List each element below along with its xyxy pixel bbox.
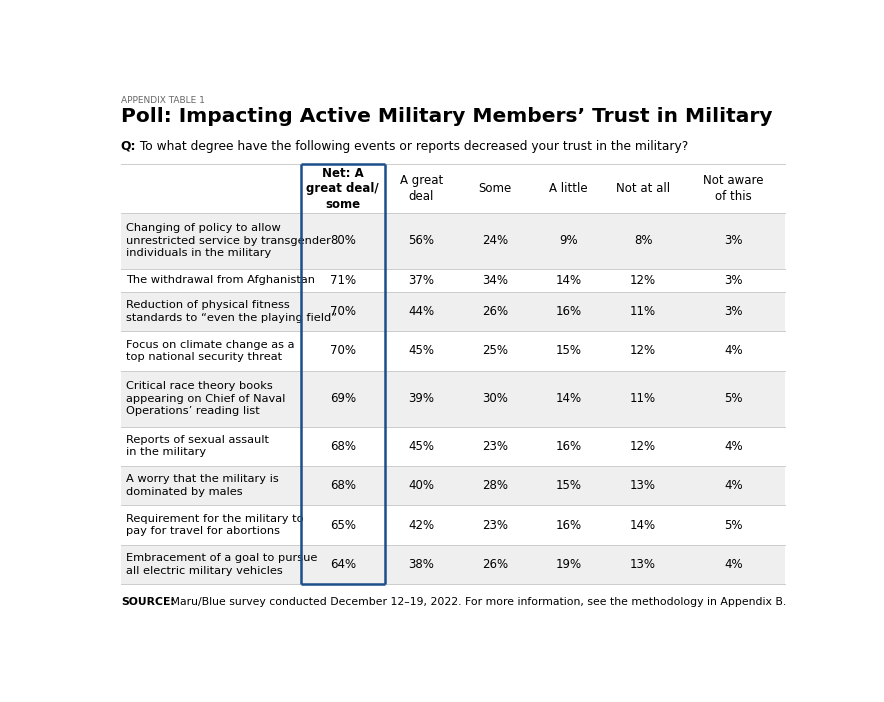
Text: 5%: 5%: [724, 519, 743, 531]
Text: 12%: 12%: [630, 345, 656, 357]
Text: Requirement for the military to
pay for travel for abortions: Requirement for the military to pay for …: [126, 514, 304, 536]
Text: 25%: 25%: [482, 345, 508, 357]
Text: 71%: 71%: [330, 274, 356, 287]
Text: Maru/Blue survey conducted December 12–19, 2022. For more information, see the m: Maru/Blue survey conducted December 12–1…: [167, 597, 787, 607]
Text: Q:: Q:: [121, 140, 136, 153]
Text: 70%: 70%: [330, 345, 355, 357]
Text: A great
deal: A great deal: [400, 174, 443, 203]
Bar: [121, 269, 785, 292]
Text: 64%: 64%: [330, 558, 356, 571]
Text: APPENDIX TABLE 1: APPENDIX TABLE 1: [121, 96, 205, 105]
Text: 23%: 23%: [482, 519, 508, 531]
Text: 5%: 5%: [724, 392, 743, 405]
Text: 16%: 16%: [555, 439, 582, 453]
Text: 40%: 40%: [408, 479, 435, 492]
Text: 45%: 45%: [408, 345, 435, 357]
Text: 3%: 3%: [724, 305, 743, 318]
Bar: [121, 331, 785, 371]
Text: 37%: 37%: [408, 274, 435, 287]
Text: 38%: 38%: [408, 558, 434, 571]
Bar: [121, 371, 785, 427]
Text: 14%: 14%: [555, 392, 582, 405]
Text: Reports of sexual assault
in the military: Reports of sexual assault in the militar…: [126, 435, 270, 458]
Bar: [121, 545, 785, 584]
Text: 70%: 70%: [330, 305, 355, 318]
Bar: [121, 164, 785, 213]
Text: 4%: 4%: [724, 439, 743, 453]
Text: 39%: 39%: [408, 392, 435, 405]
Text: Reduction of physical fitness
standards to “even the playing field”: Reduction of physical fitness standards …: [126, 300, 338, 323]
Text: 68%: 68%: [330, 439, 355, 453]
Text: 34%: 34%: [482, 274, 508, 287]
Text: Changing of policy to allow
unrestricted service by transgender
individuals in t: Changing of policy to allow unrestricted…: [126, 223, 332, 258]
Text: The withdrawal from Afghanistan: The withdrawal from Afghanistan: [126, 275, 316, 285]
Bar: [121, 466, 785, 505]
Text: 13%: 13%: [630, 479, 656, 492]
Text: 44%: 44%: [408, 305, 435, 318]
Text: 26%: 26%: [482, 558, 508, 571]
Text: 9%: 9%: [560, 234, 578, 247]
Text: 30%: 30%: [483, 392, 508, 405]
Text: 14%: 14%: [555, 274, 582, 287]
Text: 14%: 14%: [630, 519, 656, 531]
Text: 23%: 23%: [482, 439, 508, 453]
Text: 15%: 15%: [555, 345, 582, 357]
Bar: [121, 213, 785, 269]
Text: Some: Some: [478, 182, 512, 195]
Text: A worry that the military is
dominated by males: A worry that the military is dominated b…: [126, 475, 279, 497]
Text: 28%: 28%: [482, 479, 508, 492]
Text: 26%: 26%: [482, 305, 508, 318]
Text: 69%: 69%: [330, 392, 356, 405]
Text: 16%: 16%: [555, 519, 582, 531]
Text: 65%: 65%: [330, 519, 355, 531]
Text: 12%: 12%: [630, 439, 656, 453]
Text: 68%: 68%: [330, 479, 355, 492]
Text: 3%: 3%: [724, 274, 743, 287]
Text: Focus on climate change as a
top national security threat: Focus on climate change as a top nationa…: [126, 340, 294, 362]
Text: 4%: 4%: [724, 479, 743, 492]
Text: 11%: 11%: [630, 392, 656, 405]
Text: 80%: 80%: [330, 234, 355, 247]
Text: Embracement of a goal to pursue
all electric military vehicles: Embracement of a goal to pursue all elec…: [126, 553, 317, 576]
Text: SOURCE:: SOURCE:: [121, 597, 175, 607]
Text: 42%: 42%: [408, 519, 435, 531]
Text: 19%: 19%: [555, 558, 582, 571]
Bar: [121, 427, 785, 466]
Text: Not aware
of this: Not aware of this: [703, 174, 764, 203]
Text: 15%: 15%: [555, 479, 582, 492]
Text: 12%: 12%: [630, 274, 656, 287]
Bar: [121, 292, 785, 331]
Text: 4%: 4%: [724, 558, 743, 571]
Text: 13%: 13%: [630, 558, 656, 571]
Text: A little: A little: [549, 182, 588, 195]
Text: 11%: 11%: [630, 305, 656, 318]
Text: Critical race theory books
appearing on Chief of Naval
Operations’ reading list: Critical race theory books appearing on …: [126, 381, 286, 416]
Text: 16%: 16%: [555, 305, 582, 318]
Text: 8%: 8%: [634, 234, 652, 247]
Text: To what degree have the following events or reports decreased your trust in the : To what degree have the following events…: [136, 140, 688, 153]
Text: 45%: 45%: [408, 439, 435, 453]
Bar: [121, 505, 785, 545]
Text: Poll: Impacting Active Military Members’ Trust in Military: Poll: Impacting Active Military Members’…: [121, 107, 773, 126]
Text: Net: A
great deal/
some: Net: A great deal/ some: [307, 166, 379, 211]
Text: 4%: 4%: [724, 345, 743, 357]
Text: 3%: 3%: [724, 234, 743, 247]
Text: Not at all: Not at all: [616, 182, 670, 195]
Text: 56%: 56%: [408, 234, 435, 247]
Text: 24%: 24%: [482, 234, 508, 247]
